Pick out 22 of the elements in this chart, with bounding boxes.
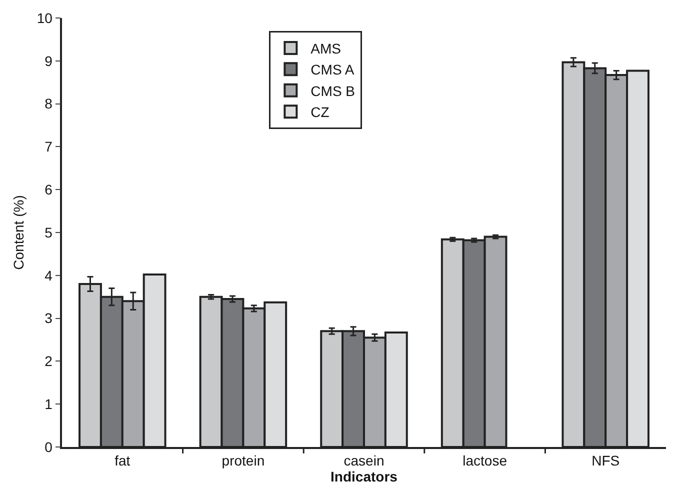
legend-label: CMS B — [310, 82, 356, 99]
y-tick-label: 6 — [44, 182, 53, 198]
y-tick-label: 7 — [44, 138, 53, 155]
y-tick-label: 0 — [44, 438, 53, 455]
x-tick-label: casein — [344, 452, 384, 469]
x-tick-label: NFS — [592, 452, 620, 469]
y-tick-label: 5 — [44, 224, 53, 240]
y-tick-label: 10 — [36, 10, 53, 26]
y-tick-label: 8 — [44, 96, 53, 112]
y-tick-label: 1 — [44, 396, 53, 412]
y-tick-label: 4 — [44, 267, 53, 284]
x-tick-label: protein — [222, 452, 265, 469]
legend-label: AMS — [310, 40, 342, 56]
legend-label: CZ — [310, 104, 330, 120]
legend-label: CMS A — [310, 62, 355, 78]
x-axis-title: Indicators — [330, 468, 398, 485]
y-tick-label: 9 — [44, 52, 53, 69]
x-tick-label: lactose — [462, 452, 508, 469]
y-axis-title: Content (%) — [10, 195, 26, 270]
y-tick-label: 2 — [44, 353, 53, 370]
x-tick-label: fat — [114, 452, 130, 469]
y-tick-label: 3 — [44, 310, 53, 326]
